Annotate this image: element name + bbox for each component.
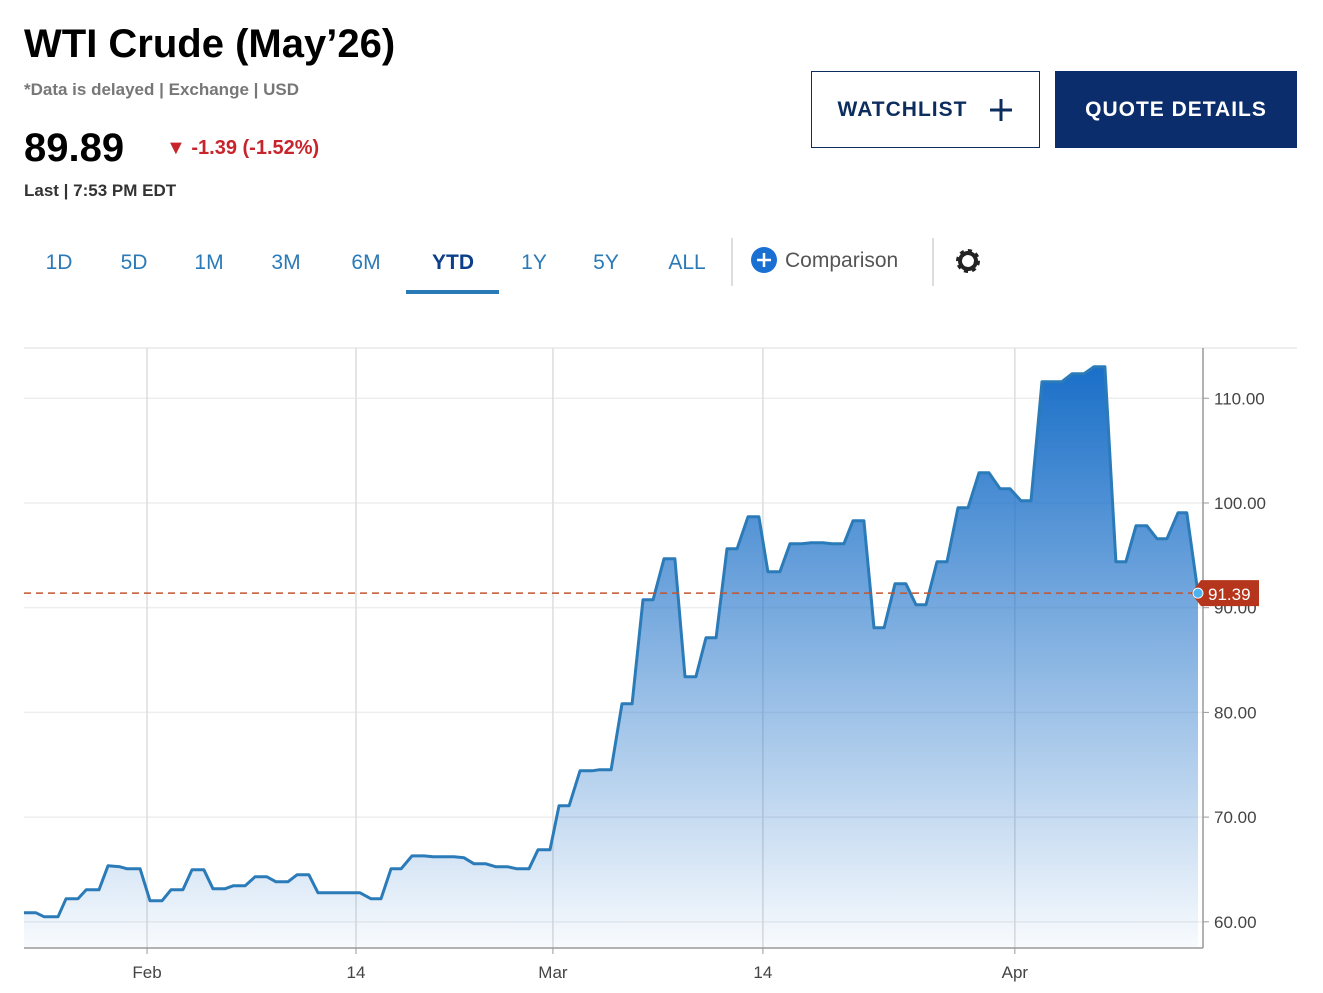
change-text: -1.39 (-1.52%)	[191, 137, 320, 159]
last-point	[1192, 587, 1204, 599]
range-tab[interactable]: ALL	[668, 251, 705, 274]
button-label: QUOTE DETAILS	[1085, 97, 1267, 121]
y-tick-label: 100.00	[1214, 494, 1266, 513]
x-tick-label: 14	[347, 963, 366, 982]
range-tab[interactable]: 1D	[46, 251, 73, 274]
reference-label: 91.39	[1208, 585, 1251, 604]
settings-button[interactable]	[956, 249, 980, 273]
y-tick-label: 80.00	[1214, 703, 1257, 722]
quote-details-button[interactable]: QUOTE DETAILS	[1055, 71, 1297, 148]
range-tab[interactable]: 1M	[194, 251, 223, 274]
x-tick-label: Mar	[538, 963, 568, 982]
button-label: WATCHLIST	[837, 97, 968, 121]
comparison-label: Comparison	[785, 249, 898, 272]
last-time: Last | 7:53 PM EDT	[24, 181, 177, 200]
x-tick-label: Feb	[132, 963, 161, 982]
range-tab[interactable]: 5Y	[593, 251, 619, 274]
range-tab[interactable]: 6M	[351, 251, 380, 274]
reference-tag	[1191, 580, 1259, 607]
comparison-button[interactable]: Comparison	[751, 247, 898, 273]
price-change: ▼ -1.39 (-1.52%)	[166, 137, 319, 160]
active-tab-underline	[406, 290, 499, 294]
x-tick-label: 14	[753, 963, 772, 982]
y-tick-label: 70.00	[1214, 808, 1257, 827]
price-line	[24, 365, 1200, 919]
range-tab[interactable]: YTD	[432, 251, 474, 274]
x-tick-label: Apr	[1002, 963, 1029, 982]
plus-icon	[757, 253, 771, 267]
plus-icon	[990, 98, 1013, 121]
range-tab[interactable]: 3M	[271, 251, 300, 274]
subtitle: *Data is delayed | Exchange | USD	[24, 80, 300, 99]
range-tab[interactable]: 5D	[121, 251, 148, 274]
y-tick-label: 60.00	[1214, 913, 1257, 932]
price: 89.89	[24, 126, 125, 170]
gear-ring	[958, 251, 978, 271]
range-tab[interactable]: 1Y	[521, 251, 547, 274]
watchlist-button[interactable]: WATCHLIST	[811, 71, 1040, 148]
down-arrow: ▼	[166, 137, 192, 159]
area-fill	[24, 366, 1198, 948]
y-tick-label: 110.00	[1214, 389, 1265, 408]
title: WTI Crude (May’26)	[24, 22, 396, 66]
